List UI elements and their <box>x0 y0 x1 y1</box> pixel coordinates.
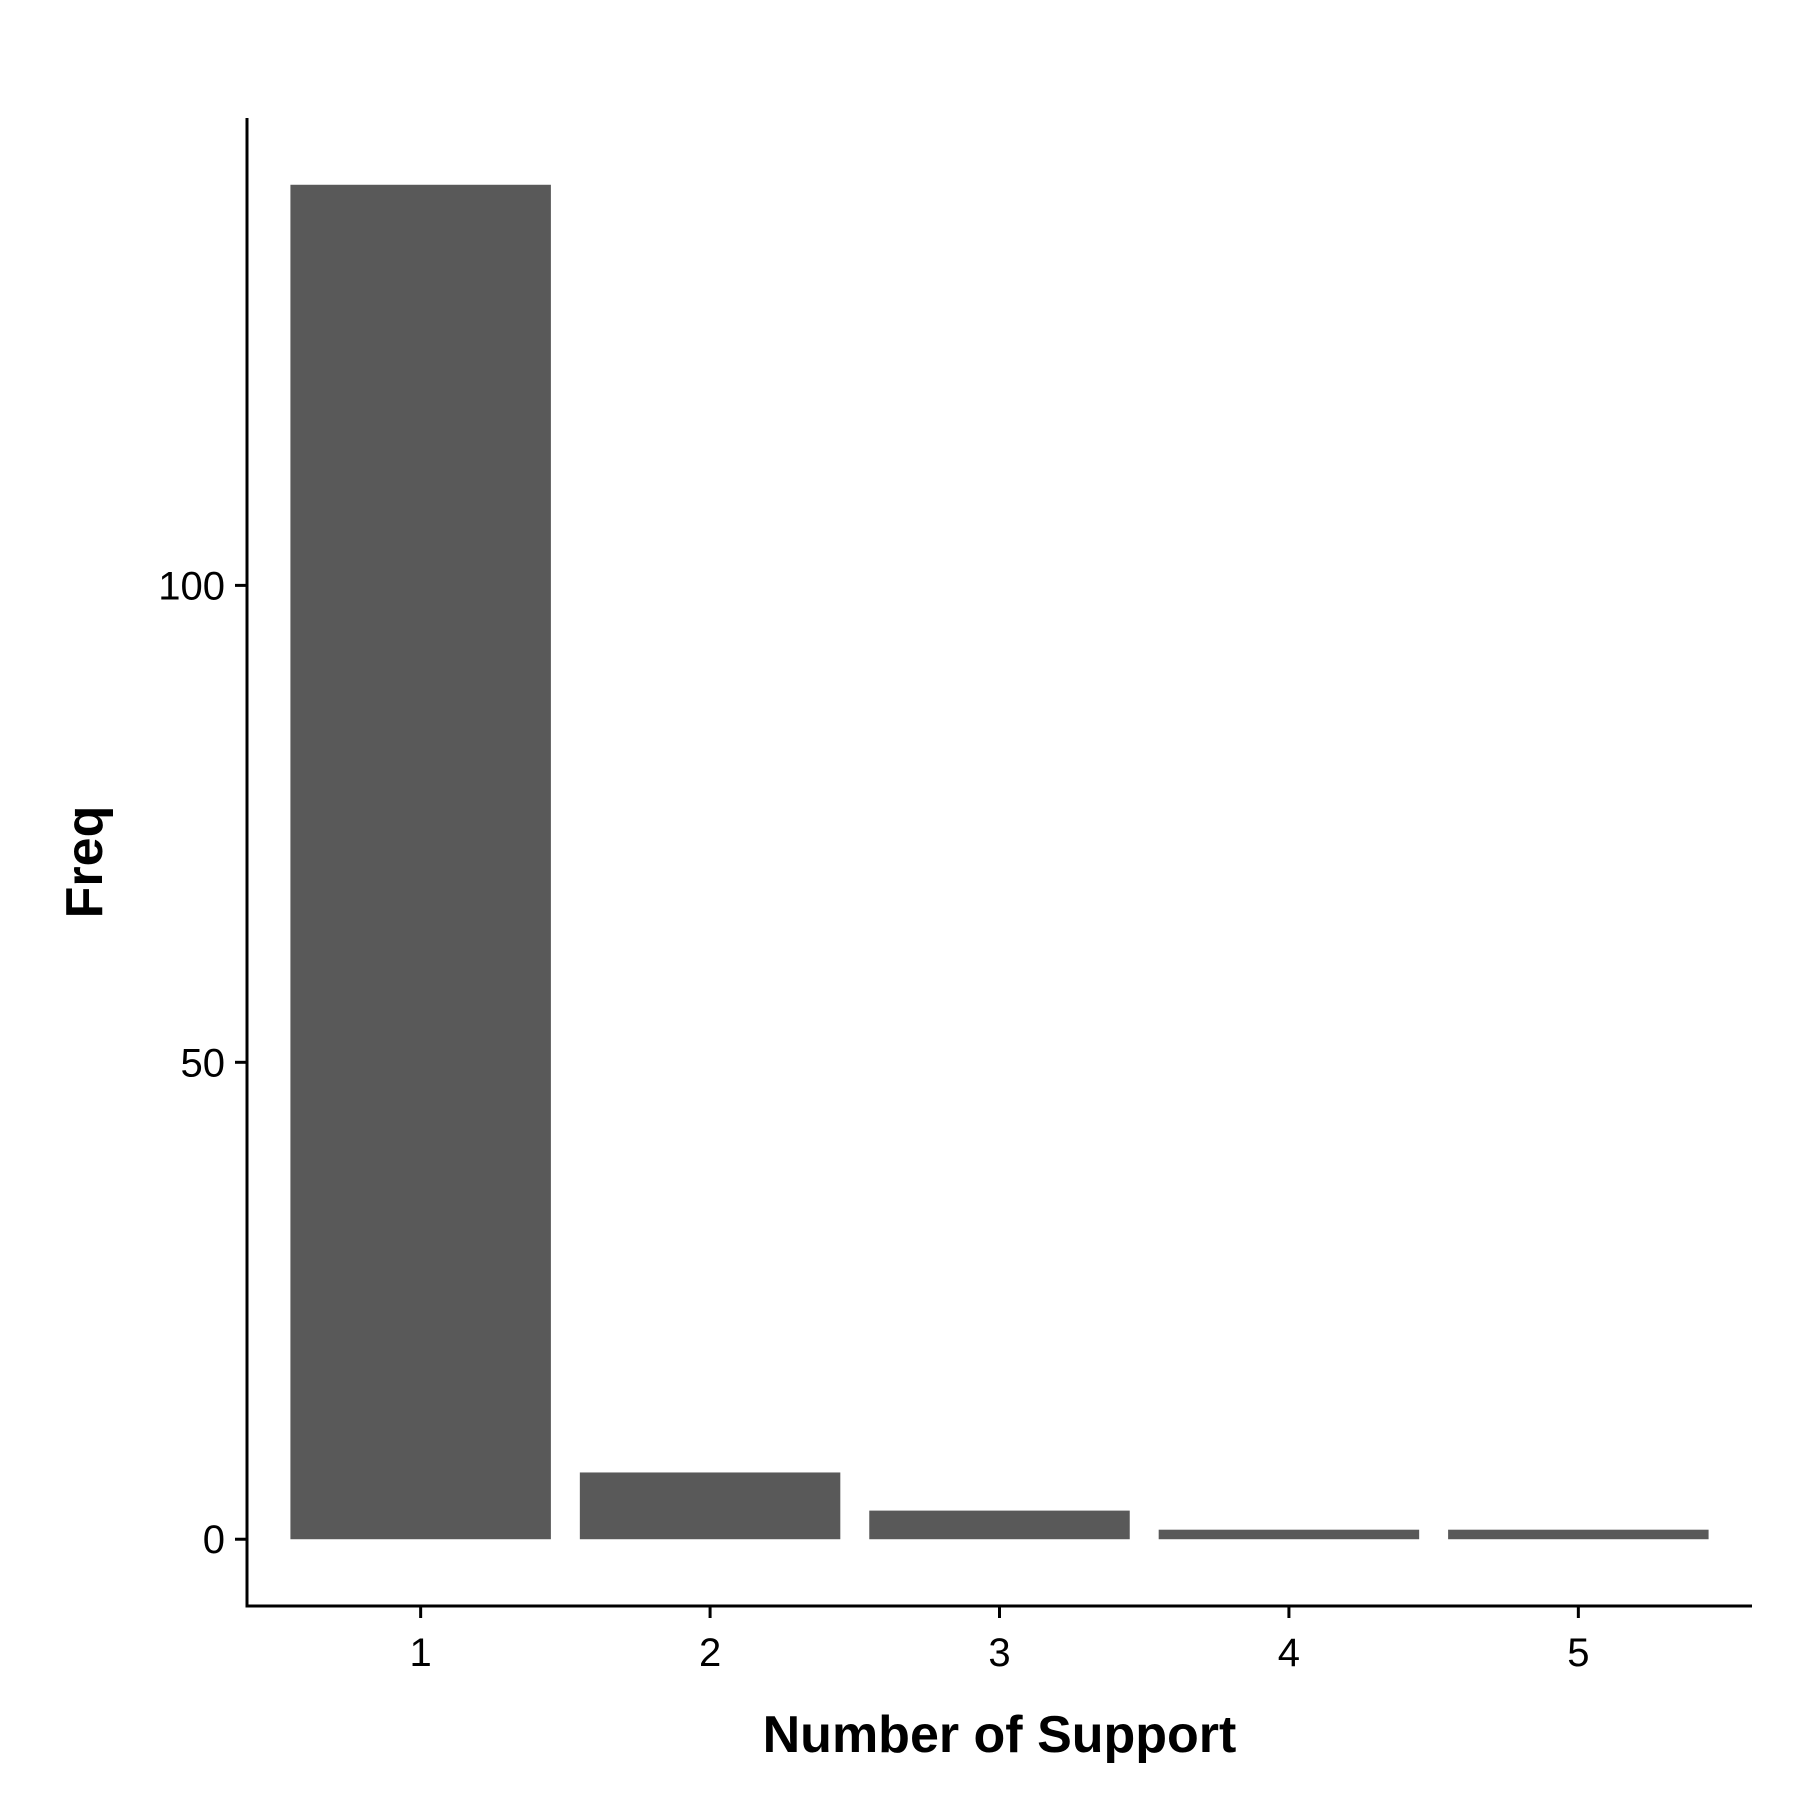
x-axis-ticks: 1 2 3 4 5 <box>410 1606 1589 1675</box>
bars-layer <box>290 184 1709 1540</box>
bar-4 <box>1158 1529 1420 1540</box>
x-axis-title: Number of Support <box>763 1706 1237 1764</box>
x-tick-label: 1 <box>410 1631 432 1675</box>
x-tick-label: 4 <box>1278 1631 1300 1675</box>
y-axis-title: Freq <box>56 806 114 919</box>
bar-5 <box>1448 1529 1709 1540</box>
x-tick-label: 3 <box>988 1631 1010 1675</box>
x-tick-label: 2 <box>699 1631 721 1675</box>
y-tick-label: 100 <box>158 564 225 608</box>
x-tick-label: 5 <box>1567 1631 1589 1675</box>
bar-1 <box>290 184 551 1540</box>
y-tick-label: 50 <box>181 1041 226 1085</box>
bar-2 <box>579 1472 841 1540</box>
y-tick-label: 0 <box>203 1518 225 1562</box>
y-axis-ticks: 0 50 100 <box>158 564 247 1562</box>
bar-3 <box>869 1510 1130 1540</box>
